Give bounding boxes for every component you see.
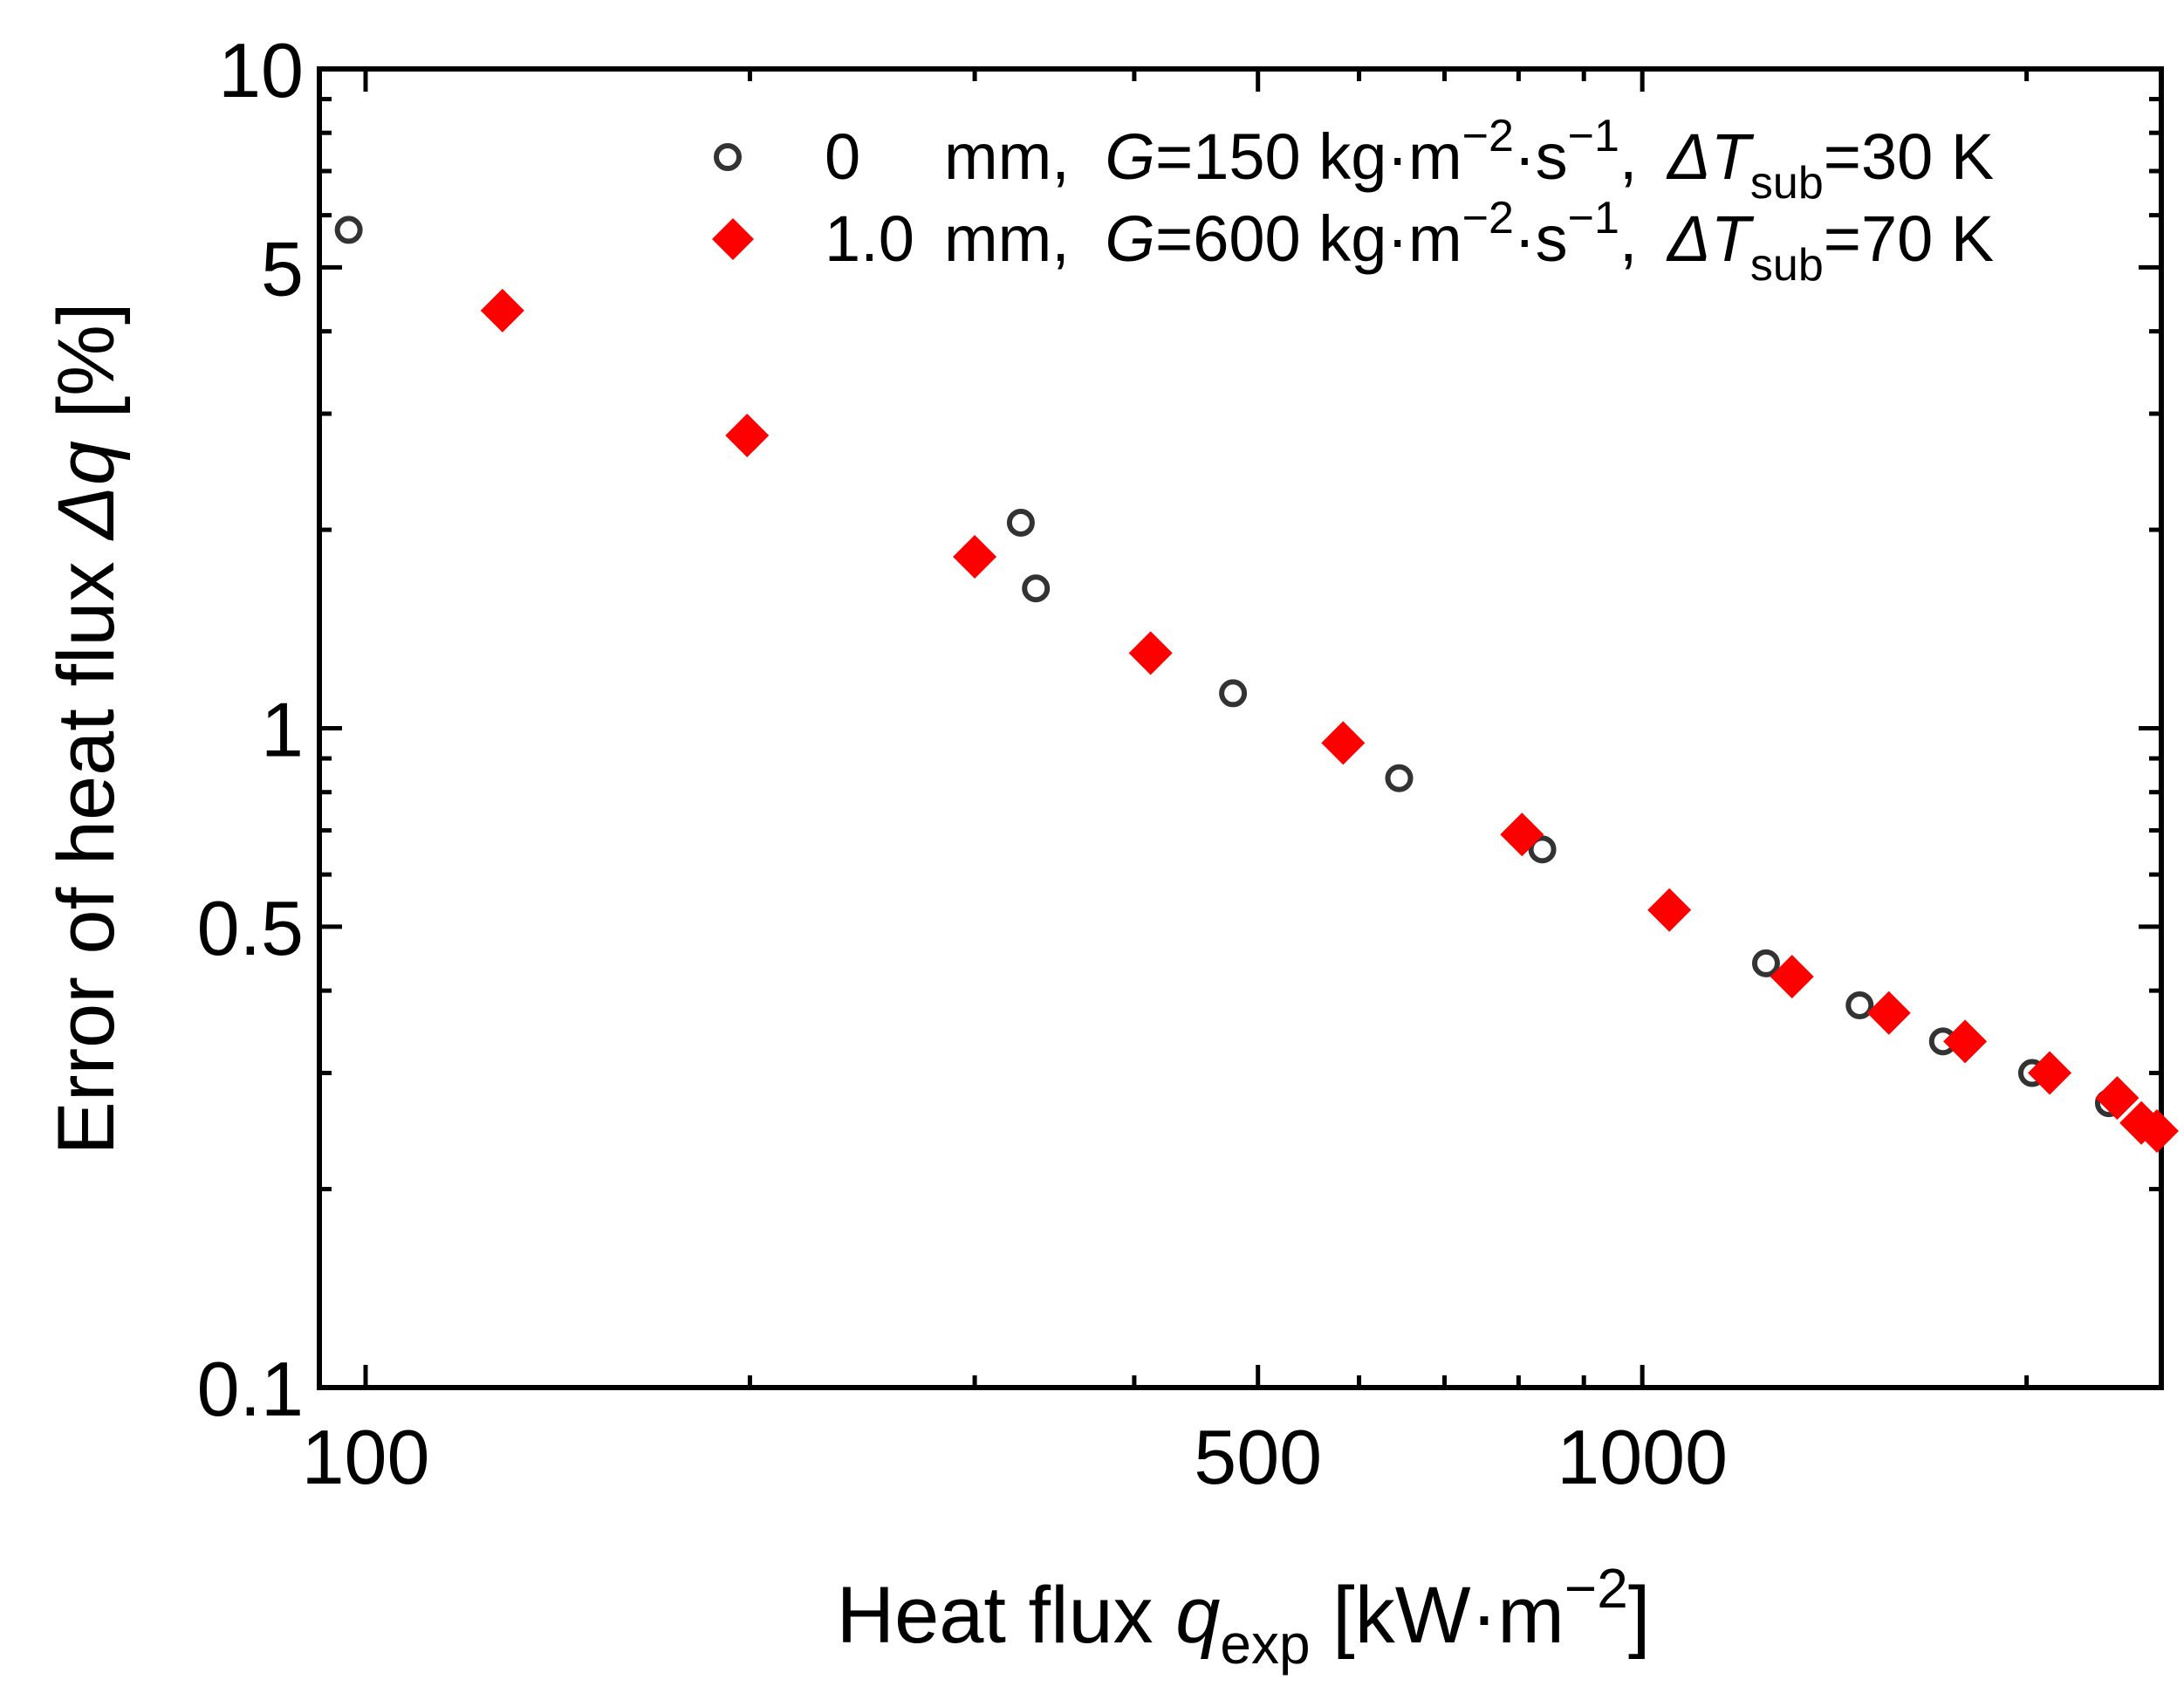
legend-1-dt-symbol: ΔT (1666, 202, 1755, 275)
legend-1-dt-sub: sub (1750, 240, 1824, 291)
legend-1-g-symbol: G (1105, 202, 1155, 275)
y-tick-label: 10 (218, 27, 304, 113)
legend-0-g-mid: ·s (1514, 120, 1568, 193)
legend-0-g-value: =150 kg·m (1155, 120, 1462, 193)
legend-entry-1: 1.0 mm, G=600 kg·m−2·s−1, ΔTsub=70 K (712, 193, 1994, 291)
data-markers (334, 216, 2179, 1153)
legend-1-comma: , (1619, 202, 1638, 275)
x-tick-label: 1000 (1557, 1414, 1728, 1500)
tick-labels: 100 500 1000 0.1 0.5 1 5 10 (197, 27, 1728, 1500)
legend-1-unit: mm, (944, 202, 1070, 275)
series-1-point (1321, 721, 1366, 765)
legend-0-g-exp2: −1 (1568, 111, 1619, 161)
series-1-point (725, 414, 770, 458)
series-1-point (2134, 1108, 2179, 1153)
y-tick-label: 0.5 (197, 885, 304, 971)
legend-0-g-exp1: −2 (1462, 111, 1514, 161)
x-tick-label: 500 (1194, 1414, 1322, 1500)
series-0-point (1845, 991, 1874, 1019)
series-1-point (1943, 1019, 1988, 1064)
series-1-point (2095, 1076, 2139, 1121)
y-axis-title: Error of heat flux Δq [%] (42, 302, 131, 1155)
y-tick-label: 1 (261, 687, 304, 773)
series-1-point (1500, 812, 1544, 857)
legend-entry-0: 0 mm, G=150 kg·m−2·s−1, ΔTsub=30 K (714, 111, 1994, 209)
series-1-point (953, 535, 997, 579)
x-axis-title: Heat flux qexp [kW·m−2] (837, 1557, 1651, 1676)
legend-0-dt-sub: sub (1750, 158, 1824, 209)
series-1-point (1866, 991, 1911, 1035)
series-1-point (1770, 955, 1814, 999)
svg-text:mm, G=600 kg·m−2·s−1,: mm, G=600 kg·m−2·s−1, ΔTsub=70 K (944, 193, 1994, 291)
series-0-point (1751, 949, 1780, 977)
y-tick-label: 0.1 (197, 1346, 304, 1432)
series-0-point (1006, 508, 1035, 537)
series-0-point (1385, 764, 1414, 792)
x-tick-label: 100 (302, 1414, 430, 1500)
legend-1-g-mid: ·s (1514, 202, 1568, 275)
series-1-point (2028, 1051, 2072, 1095)
legend-0-dt-symbol: ΔT (1666, 120, 1755, 193)
legend-1-dim: 1.0 (825, 202, 914, 275)
series-1-point (480, 288, 524, 332)
legend-0-comma: , (1619, 120, 1638, 193)
plot-frame (317, 66, 2164, 1390)
legend-1-g-value: =600 kg·m (1155, 202, 1462, 275)
series-1-point (1647, 888, 1692, 932)
series-0-point (334, 216, 363, 244)
series-0-point (1528, 835, 1557, 864)
legend-marker-circle (714, 143, 742, 171)
series-0-point (1022, 574, 1051, 603)
legend-0-g-symbol: G (1105, 120, 1155, 193)
legend-1-g-exp2: −1 (1568, 193, 1619, 243)
svg-text:1.0: 1.0 (825, 202, 914, 275)
svg-text:0: 0 (825, 120, 860, 193)
legend-1-g-exp1: −2 (1462, 193, 1514, 243)
series-1-point (1128, 631, 1173, 675)
legend-marker-diamond (712, 218, 754, 260)
legend-0-dim: 0 (825, 120, 860, 193)
y-tick-label: 5 (261, 225, 304, 312)
legend-0-dt-value: =30 K (1824, 120, 1994, 193)
legend: 0 mm, G=150 kg·m−2·s−1, ΔTsub=30 K 1.0 m… (712, 111, 1994, 291)
legend-1-dt-value: =70 K (1824, 202, 1994, 275)
legend-0-unit: mm, (944, 120, 1070, 193)
series-0-point (1219, 679, 1248, 708)
svg-text:mm, G=150 kg·m−2·s−1,: mm, G=150 kg·m−2·s−1, ΔTsub=30 K (944, 111, 1994, 209)
